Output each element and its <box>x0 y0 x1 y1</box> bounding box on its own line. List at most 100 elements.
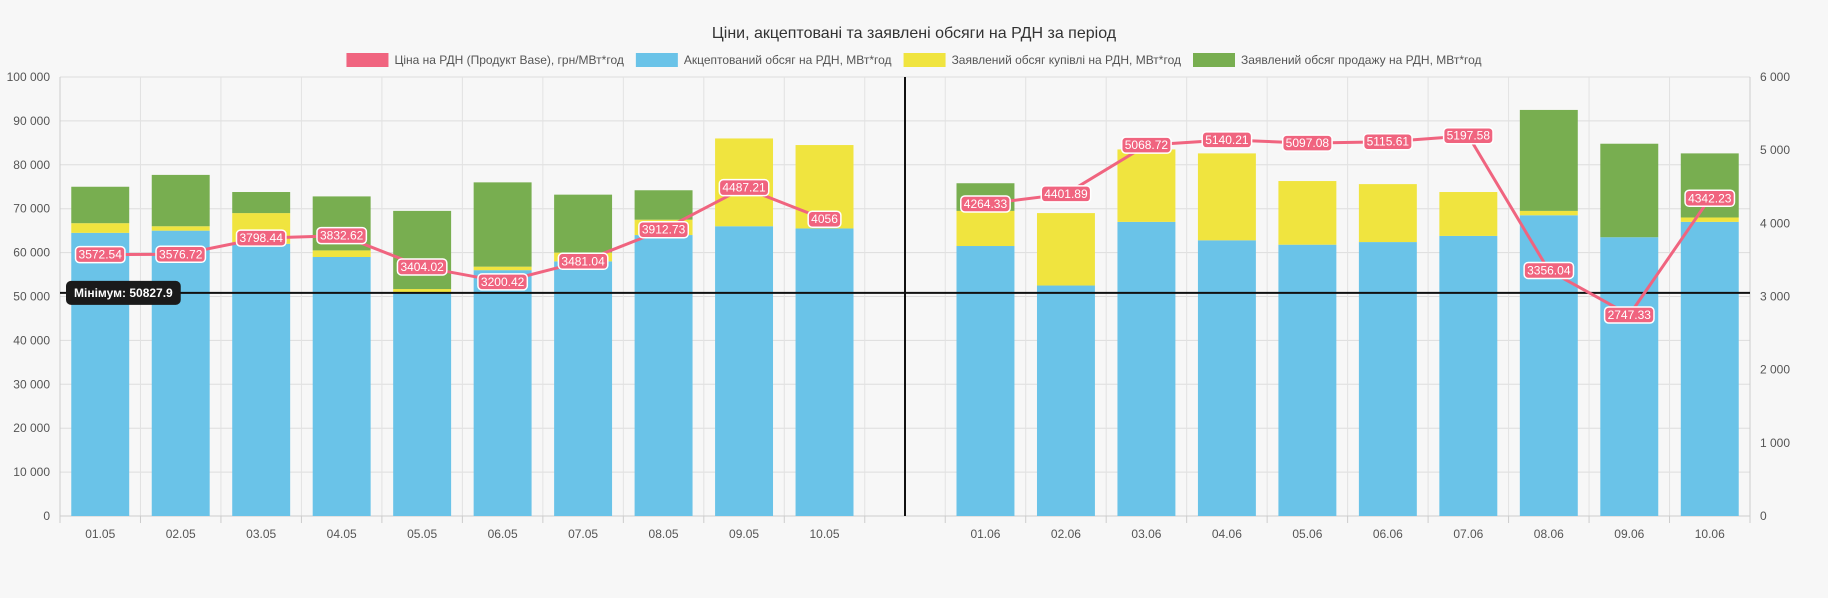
price-label-text: 4264.33 <box>964 197 1008 211</box>
chart-legend: Ціна на РДН (Продукт Base), грн/МВт*год А… <box>346 53 1482 67</box>
y-left-tick-label: 60 000 <box>13 246 50 260</box>
price-label-background <box>557 252 609 271</box>
bar-segment <box>554 261 613 516</box>
bar-segment <box>1439 235 1498 516</box>
y-right-tick-label: 0 <box>1760 509 1767 523</box>
price-label-background <box>1040 185 1092 203</box>
bar-segment <box>1519 210 1578 216</box>
bar-segment <box>554 194 613 253</box>
bar-segment <box>1519 109 1578 211</box>
bar-segment <box>71 223 130 233</box>
price-label-text: 3576.72 <box>159 247 203 261</box>
y-left-tick-label: 30 000 <box>13 377 50 391</box>
x-tick-label: 01.05 <box>85 527 115 541</box>
y-left-tick-label: 50 000 <box>13 290 50 304</box>
price-data-label: 3832.62 <box>316 226 368 245</box>
price-label-text: 3200.42 <box>481 275 525 289</box>
price-label-background <box>235 229 287 247</box>
chart-price-labels: 3572.54 3576.72 3798.44 3832.62 3404.02 3200.… <box>74 126 1736 324</box>
price-label-background <box>638 220 690 239</box>
bar-segment <box>634 190 693 220</box>
bar-segment <box>956 246 1015 516</box>
bar-segment <box>1358 242 1417 516</box>
bar-segment <box>1358 184 1417 243</box>
legend-label: Заявлений обсяг продажу на РДН, МВт*год <box>1241 53 1482 67</box>
minimum-label: Мінімум: 50827.9 <box>74 286 173 300</box>
price-data-label: 4342.23 <box>1684 189 1736 208</box>
chart-annotations: Мінімум: 50827.9 <box>60 77 1750 516</box>
price-data-label: 5115.61 <box>1362 132 1413 151</box>
bar-segment <box>151 230 210 516</box>
price-label-background <box>74 245 126 264</box>
legend-swatch <box>903 53 946 67</box>
price-data-label: 2747.33 <box>1603 306 1655 324</box>
y-right-tick-label: 2 000 <box>1760 363 1790 377</box>
bar-segment <box>1117 221 1176 516</box>
x-tick-label: 06.06 <box>1373 527 1403 541</box>
price-data-label: 3576.72 <box>155 245 207 264</box>
legend-swatch <box>1193 53 1235 67</box>
legend-label: Ціна на РДН (Продукт Base), грн/МВт*год <box>394 53 623 67</box>
bar-segment <box>232 243 291 516</box>
x-tick-label: 01.06 <box>970 527 1000 541</box>
y-left-tick-label: 40 000 <box>13 333 50 347</box>
bar-segment <box>634 235 693 517</box>
price-data-label: 4056 <box>807 210 842 228</box>
y-right-tick-label: 3 000 <box>1760 290 1790 304</box>
x-tick-label: 02.05 <box>166 527 196 541</box>
price-label-background <box>807 210 842 228</box>
minimum-label-background <box>66 280 181 305</box>
price-data-label: 3572.54 <box>74 245 126 264</box>
price-label-background <box>1120 136 1172 154</box>
price-data-label: 3481.04 <box>557 252 609 271</box>
bar-segment <box>1680 217 1739 222</box>
y-left-tick-label: 20 000 <box>13 421 50 435</box>
price-label-background <box>155 245 207 264</box>
x-tick-label: 10.06 <box>1695 527 1725 541</box>
price-label-text: 3572.54 <box>79 248 123 262</box>
chart-axes: 0 10 000 20 000 30 000 40 000 50 000 60 000 70 … <box>7 70 1791 541</box>
price-label-text: 5197.58 <box>1447 129 1491 143</box>
legend-label: Заявлений обсяг купівлі на РДН, МВт*год <box>952 53 1181 67</box>
price-label-text: 5140.21 <box>1205 133 1249 147</box>
price-label-text: 4487.21 <box>722 181 766 195</box>
legend-swatch <box>635 53 678 67</box>
x-tick-label: 08.06 <box>1534 527 1564 541</box>
bar-segment <box>1278 181 1337 245</box>
bar-segment <box>1439 192 1498 236</box>
price-data-label: 3912.73 <box>638 220 690 239</box>
bar-segment <box>473 182 532 267</box>
x-tick-label: 07.06 <box>1453 527 1483 541</box>
bar-segment <box>1680 153 1739 218</box>
x-tick-label: 03.05 <box>246 527 276 541</box>
price-data-label: 5068.72 <box>1120 136 1172 154</box>
price-label-background <box>1442 126 1494 145</box>
price-data-label: 3356.04 <box>1523 261 1575 280</box>
price-label-text: 4342.23 <box>1688 191 1732 205</box>
y-right-tick-label: 5 000 <box>1760 143 1790 157</box>
bar-segment <box>1278 244 1337 516</box>
price-label-text: 3798.44 <box>239 231 283 245</box>
x-tick-label: 06.05 <box>488 527 518 541</box>
bar-segment <box>151 226 210 231</box>
price-line-segment <box>985 134 1711 317</box>
bar-segment <box>71 186 130 224</box>
x-tick-label: 04.06 <box>1212 527 1242 541</box>
bar-segment <box>956 210 1015 247</box>
bar-segment <box>795 228 854 516</box>
bar-segment <box>312 256 371 516</box>
bar-segment <box>1036 213 1095 286</box>
price-label-background <box>1603 306 1655 324</box>
bar-segment <box>1197 240 1256 517</box>
legend-swatch <box>346 53 389 67</box>
y-right-tick-label: 1 000 <box>1760 436 1790 450</box>
price-label-text: 2747.33 <box>1608 308 1652 322</box>
x-tick-label: 07.05 <box>568 527 598 541</box>
bar-segment <box>1680 221 1739 516</box>
price-data-label: 4264.33 <box>960 195 1011 213</box>
price-label-text: 5115.61 <box>1367 135 1410 149</box>
price-line-segment <box>100 186 826 284</box>
price-data-label: 4487.21 <box>718 178 770 197</box>
